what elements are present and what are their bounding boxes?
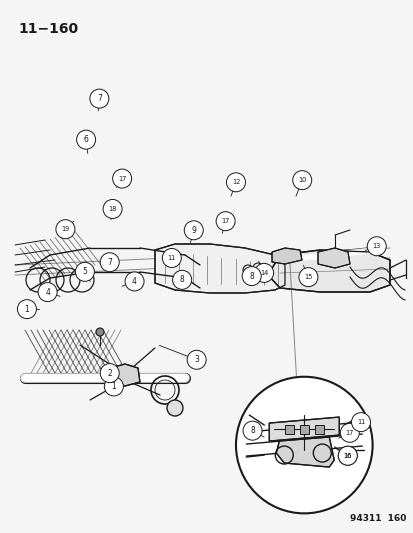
- Circle shape: [235, 377, 372, 513]
- Circle shape: [242, 421, 261, 440]
- Circle shape: [100, 364, 119, 383]
- Circle shape: [76, 130, 95, 149]
- Circle shape: [254, 263, 273, 282]
- Text: 16: 16: [343, 453, 351, 459]
- Circle shape: [339, 423, 358, 442]
- Text: 4: 4: [132, 277, 137, 286]
- Text: 11: 11: [167, 255, 176, 261]
- Circle shape: [125, 272, 144, 291]
- Polygon shape: [271, 248, 301, 264]
- Text: 17: 17: [345, 430, 353, 436]
- Text: 8: 8: [179, 276, 184, 284]
- Circle shape: [90, 89, 109, 108]
- Text: 8: 8: [249, 426, 254, 435]
- Text: 1: 1: [111, 382, 116, 391]
- Text: 13: 13: [372, 243, 380, 249]
- Circle shape: [162, 248, 181, 268]
- Text: 10: 10: [297, 177, 306, 183]
- Circle shape: [103, 199, 122, 219]
- Text: 12: 12: [231, 179, 240, 185]
- Circle shape: [187, 350, 206, 369]
- Circle shape: [184, 221, 203, 240]
- Circle shape: [216, 212, 235, 231]
- Polygon shape: [267, 250, 389, 292]
- Text: 7: 7: [97, 94, 102, 103]
- Text: 94311  160: 94311 160: [349, 514, 405, 523]
- Polygon shape: [317, 248, 349, 268]
- Text: 15: 15: [304, 274, 312, 280]
- Text: 18: 18: [108, 206, 116, 212]
- Circle shape: [337, 446, 356, 465]
- Circle shape: [104, 377, 123, 396]
- Polygon shape: [275, 437, 333, 467]
- Text: 3: 3: [194, 356, 199, 364]
- Polygon shape: [110, 364, 140, 386]
- Circle shape: [226, 173, 245, 192]
- Polygon shape: [154, 244, 284, 293]
- Circle shape: [351, 413, 370, 432]
- Circle shape: [242, 266, 261, 286]
- Circle shape: [292, 171, 311, 190]
- Circle shape: [298, 268, 317, 287]
- Text: 8: 8: [249, 272, 254, 280]
- FancyBboxPatch shape: [314, 425, 323, 433]
- Circle shape: [75, 262, 94, 281]
- Circle shape: [38, 282, 57, 302]
- Polygon shape: [268, 417, 339, 441]
- Text: 1: 1: [24, 305, 29, 313]
- Text: 11−160: 11−160: [18, 22, 78, 36]
- Text: 17: 17: [221, 218, 229, 224]
- Circle shape: [112, 169, 131, 188]
- Circle shape: [366, 237, 385, 256]
- Circle shape: [337, 446, 356, 465]
- Text: 5: 5: [82, 268, 87, 276]
- Text: 17: 17: [118, 175, 126, 182]
- Circle shape: [166, 400, 183, 416]
- FancyBboxPatch shape: [284, 425, 293, 433]
- Text: 6: 6: [83, 135, 88, 144]
- Text: 14: 14: [259, 270, 268, 276]
- Circle shape: [17, 300, 36, 319]
- Text: 7: 7: [107, 258, 112, 266]
- FancyBboxPatch shape: [299, 425, 308, 433]
- Circle shape: [56, 220, 75, 239]
- Circle shape: [96, 328, 104, 336]
- Text: 16: 16: [343, 453, 351, 459]
- Circle shape: [100, 253, 119, 272]
- Text: 2: 2: [107, 369, 112, 377]
- Text: 9: 9: [191, 226, 196, 235]
- Text: 4: 4: [45, 288, 50, 296]
- Circle shape: [172, 270, 191, 289]
- Text: 11: 11: [356, 419, 364, 425]
- Text: 19: 19: [61, 226, 69, 232]
